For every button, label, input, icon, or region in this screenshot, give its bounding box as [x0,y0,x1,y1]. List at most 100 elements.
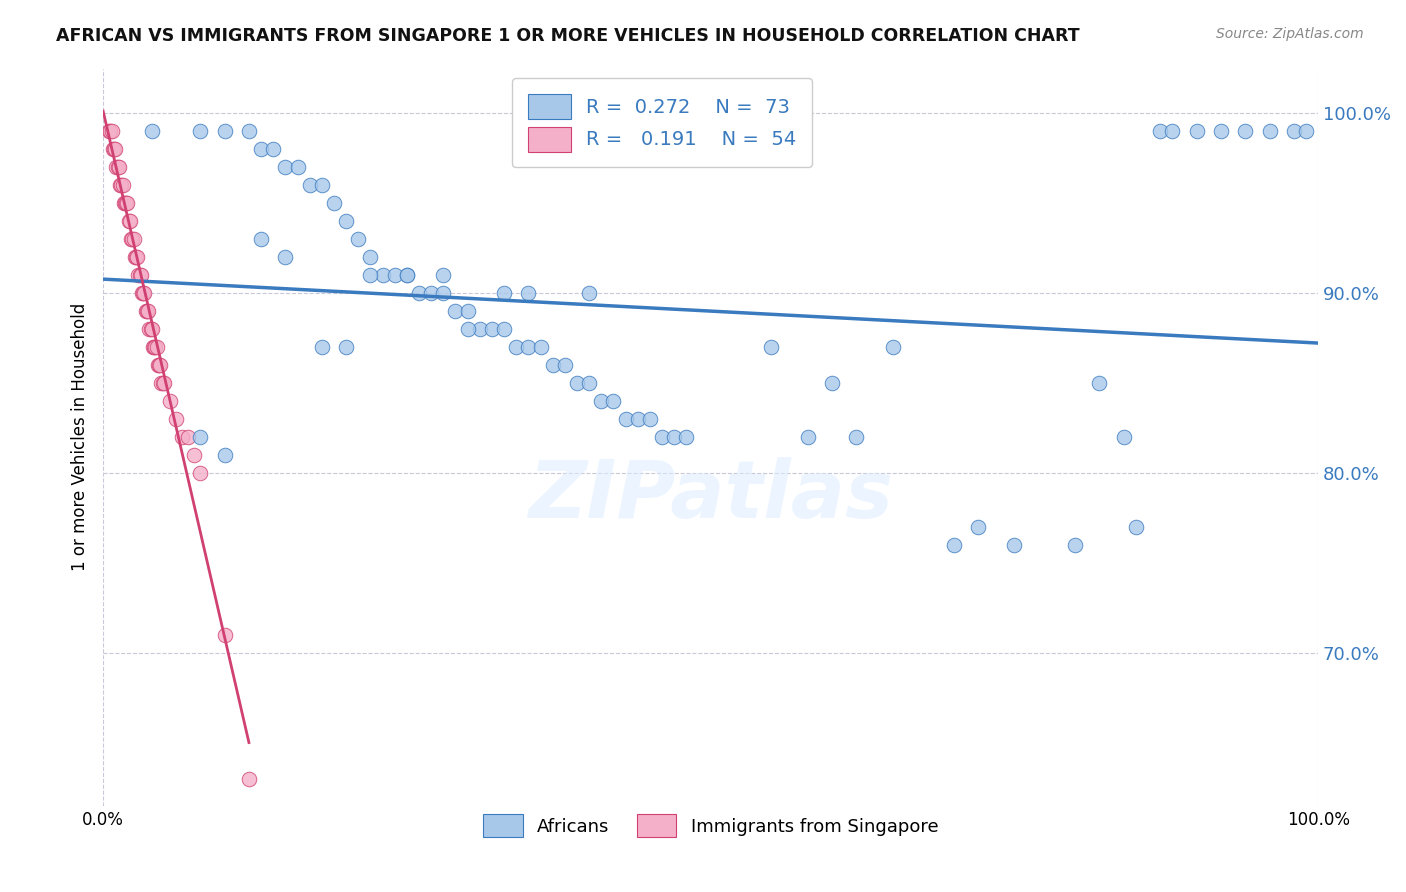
Point [139,322,162,336]
Point [117,214,139,228]
Point [188,124,211,138]
Point [141,322,163,336]
Point [128,268,150,283]
Point [100,124,122,138]
Point [408,286,430,301]
Point [517,286,540,301]
Point [675,430,697,444]
Point [214,124,236,138]
Point [145,340,167,354]
Point [127,250,149,264]
Point [150,376,173,391]
Point [129,268,152,283]
Point [120,232,142,246]
Point [614,412,637,426]
Point [298,178,321,193]
Point [105,161,128,175]
Point [1112,430,1135,444]
Point [111,178,134,193]
Point [942,538,965,552]
Point [274,250,297,264]
Point [118,214,141,228]
Point [591,394,613,409]
Point [214,448,236,462]
Point [98,124,121,138]
Legend: Africans, Immigrants from Singapore: Africans, Immigrants from Singapore [475,807,946,845]
Point [554,358,576,372]
Point [468,322,491,336]
Point [761,340,783,354]
Point [152,376,174,391]
Point [108,161,131,175]
Point [141,124,163,138]
Point [395,268,418,283]
Point [115,196,138,211]
Point [967,520,990,534]
Point [1295,124,1317,138]
Point [112,196,135,211]
Point [627,412,650,426]
Point [183,448,205,462]
Point [132,286,155,301]
Point [602,394,624,409]
Point [1258,124,1281,138]
Point [1088,376,1111,391]
Point [1234,124,1257,138]
Text: AFRICAN VS IMMIGRANTS FROM SINGAPORE 1 OR MORE VEHICLES IN HOUSEHOLD CORRELATION: AFRICAN VS IMMIGRANTS FROM SINGAPORE 1 O… [56,27,1080,45]
Point [188,430,211,444]
Point [1185,124,1208,138]
Point [1125,520,1147,534]
Point [335,214,357,228]
Point [107,161,129,175]
Point [274,161,297,175]
Point [124,250,146,264]
Point [384,268,406,283]
Point [494,322,516,336]
Point [311,340,333,354]
Point [821,376,844,391]
Point [121,232,143,246]
Point [1209,124,1232,138]
Point [143,340,166,354]
Point [845,430,868,444]
Point [148,358,170,372]
Point [101,143,124,157]
Point [262,143,284,157]
Text: ZIPatlas: ZIPatlas [529,457,893,535]
Point [651,430,673,444]
Text: Source: ZipAtlas.com: Source: ZipAtlas.com [1216,27,1364,41]
Point [335,340,357,354]
Point [882,340,904,354]
Point [146,358,169,372]
Point [359,268,381,283]
Point [664,430,686,444]
Point [444,304,467,318]
Point [135,304,157,318]
Point [104,143,127,157]
Point [149,358,172,372]
Point [565,376,588,391]
Point [323,196,346,211]
Point [214,628,236,642]
Point [134,286,156,301]
Point [250,232,273,246]
Point [177,430,200,444]
Point [359,250,381,264]
Point [1064,538,1087,552]
Point [457,322,479,336]
Point [238,124,260,138]
Point [529,340,551,354]
Point [125,250,148,264]
Point [1282,124,1305,138]
Point [638,412,661,426]
Point [250,143,273,157]
Point [797,430,820,444]
Point [136,304,159,318]
Point [432,268,454,283]
Point [108,178,131,193]
Point [114,196,136,211]
Point [311,178,333,193]
Point [494,286,516,301]
Point [188,466,211,480]
Point [517,340,540,354]
